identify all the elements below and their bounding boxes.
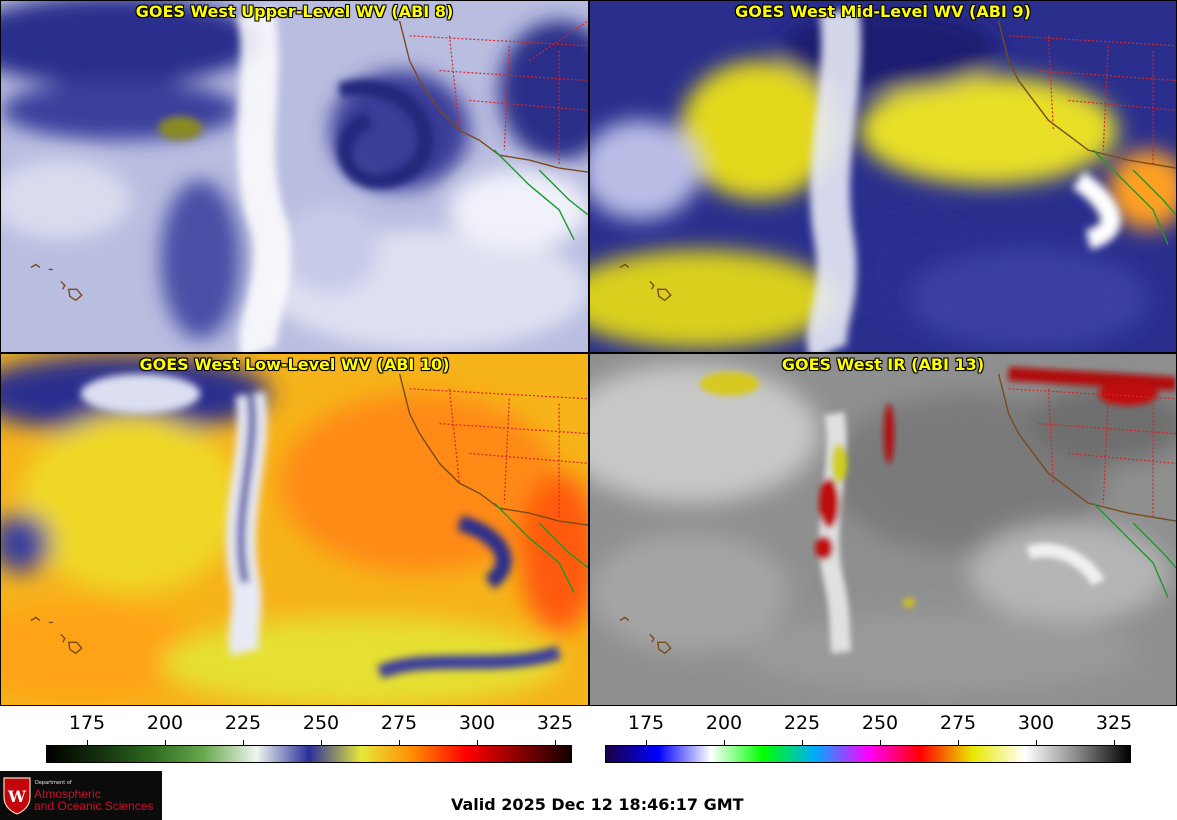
- satellite-image-ir: [590, 354, 1176, 705]
- colorbar-tick-label: 200: [705, 712, 743, 734]
- colorbar-tick-label: 225: [783, 712, 821, 734]
- colorbar-wv: 175 200 225 250 275 300 325: [46, 712, 574, 770]
- satellite-image-low-wv: [1, 354, 588, 705]
- panel-upper-level-wv: GOES West Upper-Level WV (ABI 8): [0, 0, 589, 353]
- logo-line-1: Atmospheric: [34, 787, 101, 801]
- colorbar-tick-label: 175: [68, 712, 106, 734]
- logo-line-2: and Oceanic Sciences: [34, 799, 154, 813]
- panel-title: GOES West Upper-Level WV (ABI 8): [135, 2, 454, 21]
- colorbar-tick-label: 225: [224, 712, 262, 734]
- panel-title: GOES West Mid-Level WV (ABI 9): [735, 2, 1031, 21]
- valid-time: Valid 2025 Dec 12 18:46:17 GMT: [451, 795, 744, 814]
- satellite-image-upper-wv: [1, 1, 588, 352]
- colorbar-tick-label: 250: [302, 712, 340, 734]
- colorbar-ticks: 175 200 225 250 275 300 325: [46, 712, 574, 746]
- uw-crest-icon: W: [3, 777, 31, 815]
- panel-low-level-wv: GOES West Low-Level WV (ABI 10): [0, 353, 589, 706]
- panel-ir: GOES West IR (ABI 13): [589, 353, 1177, 706]
- logo-department: Department of: [35, 780, 72, 786]
- colorbar-tick-label: 275: [380, 712, 418, 734]
- colorbar-tick-label: 325: [536, 712, 574, 734]
- svg-text:W: W: [7, 787, 27, 806]
- panel-title: GOES West IR (ABI 13): [781, 355, 985, 374]
- satellite-image-mid-wv: [590, 1, 1176, 352]
- colorbar-ir: 175 200 225 250 275 300 325: [605, 712, 1133, 770]
- aos-logo[interactable]: W Department of Atmospheric and Oceanic …: [0, 771, 162, 820]
- colorbar-tick-label: 300: [458, 712, 496, 734]
- colorbar-tick-label: 200: [146, 712, 184, 734]
- colorbar-gradient: [46, 745, 572, 763]
- panel-title: GOES West Low-Level WV (ABI 10): [139, 355, 450, 374]
- colorbar-ticks: 175 200 225 250 275 300 325: [605, 712, 1133, 746]
- panel-mid-level-wv: GOES West Mid-Level WV (ABI 9): [589, 0, 1177, 353]
- colorbar-tick-label: 325: [1095, 712, 1133, 734]
- colorbar-tick-label: 300: [1017, 712, 1055, 734]
- colorbar-tick-label: 250: [861, 712, 899, 734]
- colorbar-gradient: [605, 745, 1131, 763]
- colorbar-tick-label: 275: [939, 712, 977, 734]
- colorbar-tick-label: 175: [627, 712, 665, 734]
